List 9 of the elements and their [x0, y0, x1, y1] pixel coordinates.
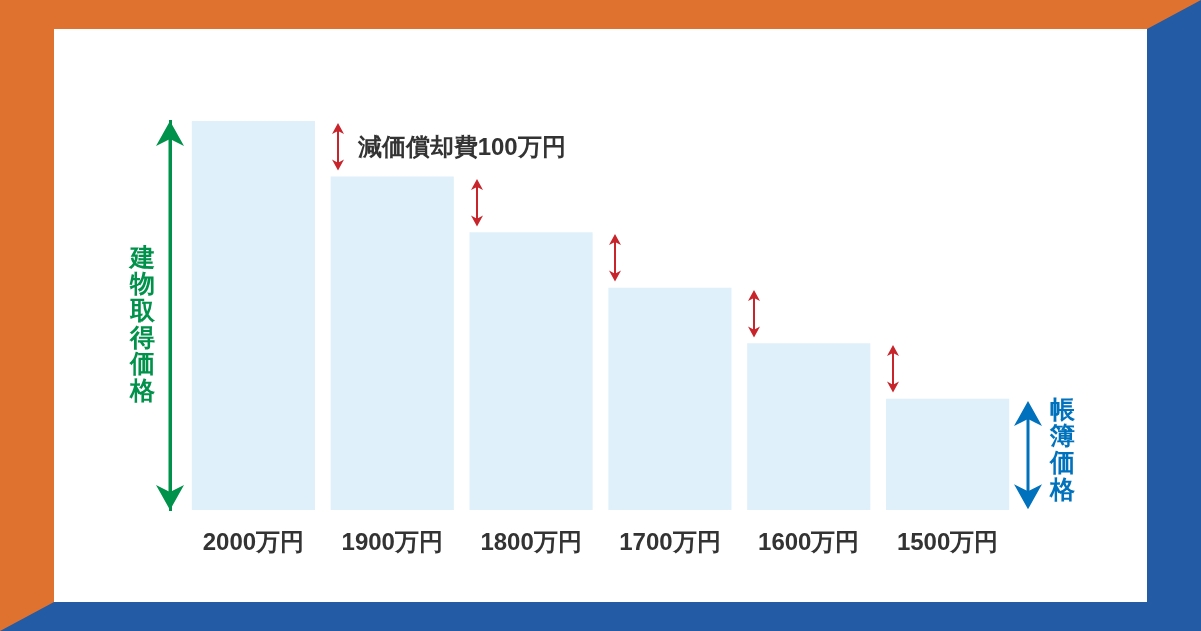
data-label: 1700万円	[619, 527, 721, 555]
data-label: 2000万円	[202, 527, 305, 555]
data-label: 1900万円	[341, 527, 443, 555]
annotation: 減価償却費100万円	[356, 133, 566, 161]
data-label: 1500万円	[896, 527, 999, 555]
data-label: 1600万円	[758, 527, 860, 555]
data-label: 1800万円	[480, 527, 582, 555]
text: 帳簿価格	[1048, 394, 1076, 503]
text: 建物取得価格	[127, 242, 156, 405]
